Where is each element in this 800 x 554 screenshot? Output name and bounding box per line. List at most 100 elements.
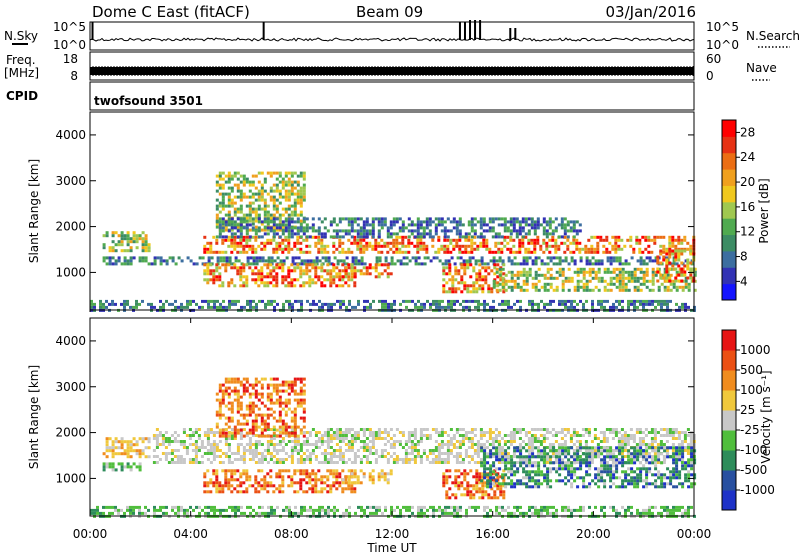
echo-cell — [270, 302, 273, 306]
echo-cell — [585, 256, 589, 260]
echo-cell — [651, 282, 655, 286]
echo-cell — [614, 434, 618, 437]
echo-cell — [536, 452, 540, 455]
echo-cell — [233, 437, 237, 440]
echo-cell — [572, 238, 576, 242]
echo-cell — [380, 226, 384, 230]
echo-cell — [239, 195, 243, 199]
echo-cell — [278, 247, 282, 251]
echo-cell — [233, 210, 237, 214]
freq-trace — [89, 66, 694, 76]
echo-cell — [302, 226, 306, 230]
echo-cell — [239, 431, 243, 434]
echo-cell — [422, 235, 426, 239]
echo-cell — [561, 267, 565, 271]
echo-cell — [467, 455, 471, 458]
echo-cell — [296, 213, 300, 217]
echo-cell — [497, 431, 501, 434]
echo-cell — [506, 455, 510, 458]
echo-cell — [236, 183, 240, 187]
echo-cell — [614, 241, 618, 245]
echo-cell — [357, 302, 360, 306]
echo-cell — [689, 434, 693, 437]
echo-cell — [448, 287, 452, 291]
echo-cell — [468, 299, 471, 303]
echo-cell — [636, 267, 640, 271]
echo-cell — [466, 284, 470, 288]
echo-cell — [236, 235, 240, 239]
echo-cell — [587, 434, 591, 437]
echo-cell — [218, 410, 222, 414]
echo-cell — [452, 217, 456, 221]
echo-cell — [129, 449, 133, 453]
echo-cell — [491, 226, 495, 230]
echo-cell — [242, 192, 246, 196]
echo-cell — [293, 422, 297, 426]
echo-cell — [236, 446, 240, 449]
echo-cell — [653, 428, 657, 431]
echo-cell — [305, 437, 309, 440]
echo-cell — [576, 267, 580, 271]
echo-cell — [668, 255, 672, 259]
echo-cell — [323, 232, 327, 236]
echo-cell — [380, 244, 384, 248]
echo-cell — [305, 269, 309, 273]
echo-cell — [269, 434, 273, 438]
echo-cell — [215, 235, 219, 239]
echo-cell — [215, 207, 219, 211]
echo-cell — [383, 437, 387, 440]
echo-cell — [425, 223, 429, 227]
echo-cell — [578, 250, 582, 254]
echo-cell — [490, 287, 494, 291]
echo-cell — [242, 174, 246, 178]
echo-cell — [647, 238, 651, 242]
echo-cell — [656, 431, 660, 434]
echo-cell — [272, 410, 276, 414]
echo-cell — [284, 229, 288, 233]
echo-cell — [573, 270, 577, 274]
echo-cell — [386, 250, 390, 254]
echo-cell — [467, 446, 471, 449]
echo-cell — [478, 275, 482, 279]
echo-cell — [614, 250, 618, 254]
echo-cell — [663, 302, 666, 306]
echo-cell — [266, 472, 270, 476]
freq-right-tick-bottom: 0 — [706, 69, 714, 83]
echo-cell — [668, 428, 672, 431]
echo-cell — [569, 434, 573, 437]
echo-cell — [278, 449, 282, 452]
echo-cell — [537, 302, 540, 306]
echo-cell — [593, 428, 597, 431]
echo-cell — [281, 220, 285, 224]
echo-cell — [257, 461, 261, 464]
echo-cell — [478, 278, 482, 282]
echo-cell — [473, 223, 477, 227]
echo-cell — [299, 250, 303, 254]
echo-cell — [308, 431, 312, 434]
echo-cell — [302, 431, 306, 434]
echo-cell — [293, 201, 297, 205]
echo-cell — [230, 201, 234, 205]
echo-cell — [495, 259, 499, 263]
echo-cell — [578, 440, 582, 443]
echo-cell — [111, 246, 115, 250]
echo-cell — [284, 198, 288, 202]
echo-cell — [414, 259, 418, 263]
echo-cell — [365, 437, 369, 440]
echo-cell — [377, 272, 381, 276]
echo-cell — [254, 440, 258, 443]
echo-cell — [245, 449, 249, 452]
echo-cell — [498, 256, 502, 260]
echo-cell — [513, 273, 517, 277]
echo-cell — [596, 241, 600, 245]
echo-cell — [219, 305, 222, 309]
echo-cell — [303, 262, 307, 266]
echo-cell — [215, 478, 219, 482]
echo-cell — [615, 259, 619, 263]
echo-cell — [531, 299, 534, 303]
echo-cell — [666, 305, 669, 309]
echo-cell — [576, 302, 579, 306]
echo-cell — [470, 440, 474, 443]
echo-cell — [320, 244, 324, 248]
echo-cell — [524, 220, 528, 224]
